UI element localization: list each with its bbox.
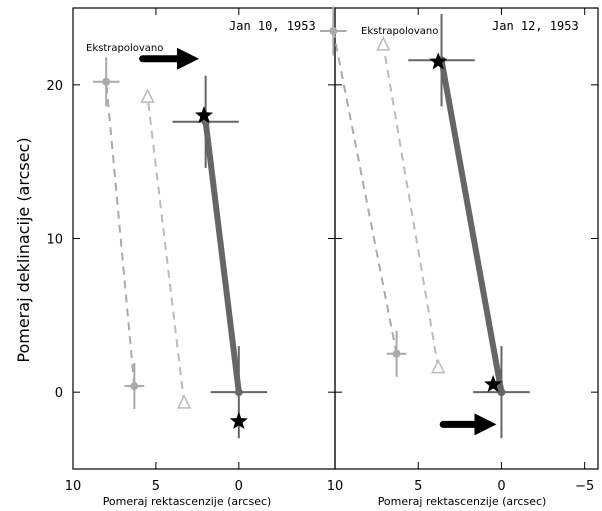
panel-1-series-line-solid-dark: [202, 121, 242, 393]
panel-1-star-marker: [195, 106, 213, 124]
panel-2-circle-marker: [497, 388, 506, 397]
panel-1-y-tick-label: 20: [46, 79, 63, 94]
panel-1-circle-marker: [102, 77, 111, 86]
panel-1-x-axis-title: Pomeraj rektascenzije (arcsec): [103, 495, 272, 508]
panel-1-star-marker: [229, 411, 248, 429]
panel-2-x-axis-title: Pomeraj rektascenzije (arcsec): [378, 495, 547, 508]
panel-2-circle-marker: [392, 349, 401, 358]
panel-1-date-label: Jan 10, 1953: [229, 19, 316, 33]
panel-1-arrow-head: [177, 47, 200, 70]
panel-2-series-line-solid-dark: [438, 59, 505, 393]
panel-2-series-line-dashed-light-circle: [332, 30, 398, 354]
panel-1-triangle-marker: [176, 394, 192, 409]
chart-data-layer: [92, 6, 530, 439]
panel-2-arrow-head: [474, 413, 497, 436]
y-axis-title: Pomeraj deklinacije (arcsec): [14, 137, 33, 362]
panel-2-star-marker: [429, 52, 448, 70]
panel-2-triangle-marker: [376, 36, 391, 51]
panel-1-series-line-dashed-light-circle: [105, 81, 136, 387]
panel-1-circle-marker: [130, 382, 139, 391]
panel-2-date-label: Jan 12, 1953: [492, 19, 579, 33]
panel-1-x-tick-label: 0: [235, 479, 243, 494]
panel-2-series-line-dashed-light-triangle: [382, 44, 440, 368]
panel-1-circle-marker: [234, 388, 243, 397]
panel-2-x-tick-label: 10: [327, 479, 344, 494]
panel-2-star-marker: [484, 375, 503, 393]
panel-1-y-tick-label: 0: [55, 386, 63, 401]
panel-1-x-tick-label: 5: [152, 479, 160, 494]
panel-2-x-tick-label: 5: [414, 479, 422, 494]
panel-1-plot-frame: [72, 7, 336, 470]
panel-2-x-tick-label: 0: [497, 479, 505, 494]
panel-1-triangle-marker: [140, 88, 155, 103]
panel-1-annotation: Ekstrapolovano: [86, 43, 163, 54]
panel-1-y-tick-label: 10: [46, 233, 63, 248]
panel-1-x-tick-label: 10: [65, 479, 82, 494]
panel-2-circle-marker: [329, 27, 338, 36]
panel-2-triangle-marker: [430, 358, 446, 374]
panel-2-x-tick-label: −5: [575, 479, 594, 494]
panel-1-series-line-dashed-light-triangle: [146, 97, 186, 404]
chart-frame-layer: 10 5 0 0 10 20 10 5 0 −5: [46, 7, 599, 494]
panel-2-annotation: Ekstrapolovano: [361, 26, 438, 37]
